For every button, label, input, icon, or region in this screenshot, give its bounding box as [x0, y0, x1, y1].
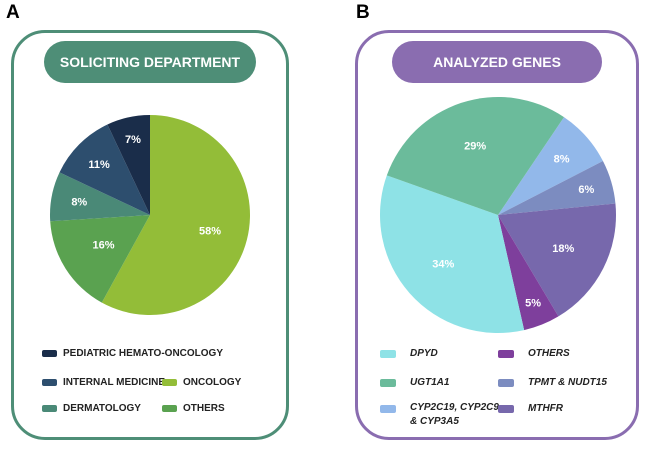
- legend-item-ugt1a1: UGT1A1: [380, 377, 449, 388]
- legend-item-others: OTHERS: [162, 403, 225, 414]
- legend-item-mthfr: MTHFR: [498, 403, 563, 414]
- legend-item-oncology: ONCOLOGY: [162, 377, 241, 388]
- pie-slice-cyp2c19-cyp2c9-cyp3a5: [498, 117, 603, 215]
- pie-slice-ugt1a1: [386, 97, 564, 215]
- data-label-others: 5%: [525, 298, 541, 310]
- legend-item-pediatric-hemato-oncology: PEDIATRIC HEMATO-ONCOLOGY: [42, 348, 223, 359]
- legend-item-dpyd: DPYD: [380, 348, 438, 359]
- data-label-others: 16%: [93, 239, 115, 251]
- data-label-tpmt-nudt15: 6%: [578, 184, 594, 196]
- pie-slice-internal-medicine: [59, 124, 150, 215]
- legend-label: DPYD: [410, 348, 438, 359]
- legend-item-internal-medicine: INTERNAL MEDICINE: [42, 377, 165, 388]
- legend-label: UGT1A1: [410, 377, 450, 388]
- legend-swatch: [380, 379, 396, 387]
- legend-swatch: [498, 405, 514, 413]
- legend-label: OTHERS: [183, 403, 225, 414]
- pie-slice-tpmt-nudt15: [498, 161, 616, 215]
- panel-a-letter: A: [6, 2, 20, 23]
- legend-swatch: [162, 405, 177, 412]
- data-label-cyp2c19-cyp2c9-cyp3a5: 8%: [554, 154, 570, 166]
- data-label-pediatric-hemato-oncology: 7%: [125, 134, 141, 146]
- legend-label: OTHERS: [528, 348, 570, 359]
- legend-swatch: [380, 350, 396, 358]
- legend-swatch: [42, 350, 57, 357]
- pie-slice-dermatology: [50, 172, 150, 222]
- data-label-internal-medicine: 11%: [88, 159, 110, 171]
- pie-slice-pediatric-hemato-oncology: [107, 115, 150, 215]
- legend-swatch: [498, 379, 514, 387]
- legend-item-cyp2c19-cyp2c9-cyp3a5: CYP2C19, CYP2C9 & CYP3A5: [380, 402, 500, 429]
- pie-slice-oncology: [101, 115, 250, 315]
- data-label-mthfr: 18%: [552, 243, 574, 255]
- legend-swatch: [498, 350, 514, 358]
- chart-title: SOLICITING DEPARTMENT: [44, 41, 256, 83]
- data-label-oncology: 58%: [199, 225, 221, 237]
- legend-item-others: OTHERS: [498, 348, 570, 359]
- legend-label: MTHFR: [528, 403, 563, 414]
- legend-swatch: [42, 405, 57, 412]
- legend-label: INTERNAL MEDICINE: [63, 377, 166, 388]
- pie-slice-mthfr: [498, 203, 616, 317]
- legend-swatch: [380, 405, 396, 413]
- pie-slice-others: [498, 215, 559, 331]
- pie-slice-dpyd: [380, 175, 525, 333]
- legend-label: PEDIATRIC HEMATO-ONCOLOGY: [63, 348, 223, 359]
- legend-label: TPMT & NUDT15: [528, 377, 607, 388]
- legend-label: DERMATOLOGY: [63, 403, 141, 414]
- data-label-dpyd: 34%: [432, 259, 454, 271]
- legend-swatch: [42, 379, 57, 386]
- data-label-dermatology: 8%: [71, 197, 87, 209]
- pie-slice-others: [50, 215, 150, 303]
- panel-b-letter: B: [356, 2, 370, 23]
- chart-title: ANALYZED GENES: [392, 41, 602, 83]
- legend-label: CYP2C19, CYP2C9 & CYP3A5: [410, 402, 499, 427]
- legend-label: ONCOLOGY: [183, 377, 242, 388]
- legend-swatch: [162, 379, 177, 386]
- legend-item-tpmt-nudt15: TPMT & NUDT15: [498, 377, 607, 388]
- legend-item-dermatology: DERMATOLOGY: [42, 403, 141, 414]
- data-label-ugt1a1: 29%: [464, 141, 486, 153]
